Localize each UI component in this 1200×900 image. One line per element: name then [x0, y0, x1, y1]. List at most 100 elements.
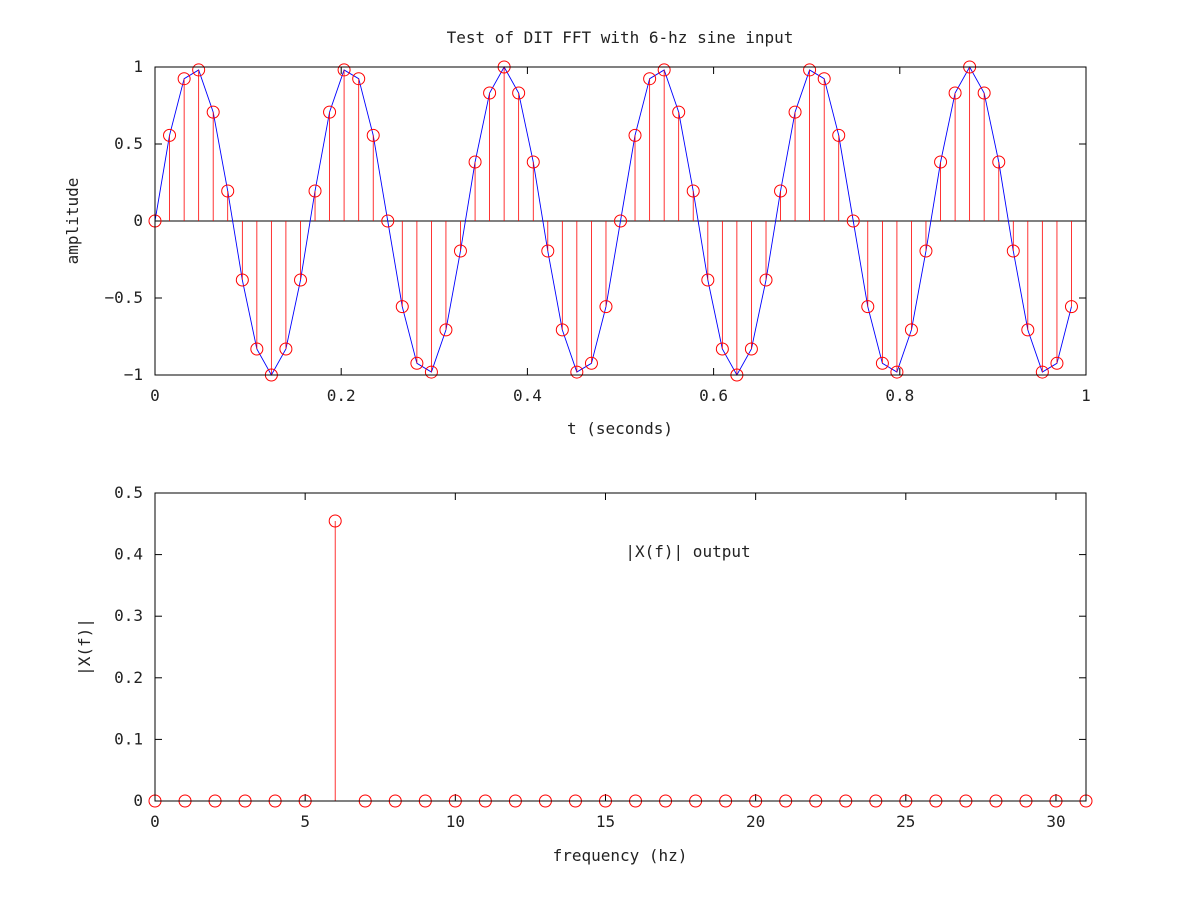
frequency-domain-chart: |X(f)| frequency (hz) |X(f)| output 0 0.1… — [75, 483, 1093, 865]
data-point — [177, 72, 191, 86]
y-tick-label: 0.3 — [114, 606, 143, 625]
data-point — [453, 244, 467, 258]
data-point — [323, 105, 337, 119]
x-tick-label: 1 — [1081, 386, 1091, 405]
time-domain-chart: Test of DIT FFT with 6-hz sine input amp… — [63, 28, 1091, 438]
data-point — [483, 86, 497, 100]
data-point — [875, 356, 889, 370]
data-point — [541, 244, 555, 258]
data-point — [1064, 300, 1078, 314]
data-point — [512, 86, 526, 100]
chart-annotation: |X(f)| output — [625, 542, 750, 561]
data-point — [468, 155, 482, 169]
x-tick-label: 20 — [746, 812, 765, 831]
x-tick-label: 5 — [300, 812, 310, 831]
data-point — [701, 273, 715, 287]
data-point — [774, 184, 788, 198]
data-point — [250, 342, 264, 356]
data-point — [1006, 244, 1020, 258]
data-point — [308, 184, 322, 198]
x-tick-label: 10 — [446, 812, 465, 831]
data-point — [570, 365, 584, 379]
chart-title: Test of DIT FFT with 6-hz sine input — [447, 28, 794, 47]
x-tick-label: 0.4 — [513, 386, 542, 405]
data-point — [1021, 323, 1035, 337]
data-point — [948, 86, 962, 100]
y-tick-label: 0 — [133, 791, 143, 810]
data-point — [279, 342, 293, 356]
x-axis-label: t (seconds) — [567, 419, 673, 438]
data-point — [614, 214, 627, 228]
data-point — [977, 86, 991, 100]
y-tick-label: 0.4 — [114, 545, 143, 564]
y-tick-label: 0.5 — [114, 134, 143, 153]
data-point — [744, 342, 758, 356]
data-point — [934, 155, 948, 169]
data-point — [890, 365, 904, 379]
data-point — [672, 105, 686, 119]
frequency-domain-plot-area: 0 0.1 0.2 0.3 0.4 0.5 0 5 10 15 20 25 30 — [114, 483, 1093, 831]
data-point — [686, 184, 700, 198]
data-point — [657, 63, 671, 77]
data-point — [1050, 356, 1064, 370]
y-tick-label: 0.5 — [114, 483, 143, 502]
data-point — [192, 63, 206, 77]
y-axis-label: |X(f)| — [75, 618, 94, 676]
data-point — [1035, 365, 1049, 379]
data-point — [992, 155, 1006, 169]
data-point — [715, 342, 729, 356]
axis-ticks: 0 0.1 0.2 0.3 0.4 0.5 0 5 10 15 20 25 30 — [114, 483, 1086, 831]
data-point — [803, 63, 817, 77]
data-point — [788, 105, 802, 119]
data-point — [294, 273, 308, 287]
data-point — [235, 273, 249, 287]
time-domain-plot-area: −1 −0.5 0 0.5 1 0 0.2 0.4 0.6 0.8 1 — [104, 57, 1090, 405]
data-point — [221, 184, 235, 198]
data-point — [759, 273, 773, 287]
axes-frame — [154, 66, 1087, 376]
x-tick-label: 0.6 — [699, 386, 728, 405]
data-point — [337, 63, 351, 77]
y-tick-label: −0.5 — [104, 288, 143, 307]
y-tick-label: 0.2 — [114, 668, 143, 687]
data-point — [395, 300, 409, 314]
data-point — [643, 72, 657, 86]
x-tick-label: 15 — [596, 812, 615, 831]
axes-frame — [154, 492, 1087, 802]
y-tick-label: 1 — [133, 57, 143, 76]
y-tick-label: −1 — [124, 365, 143, 384]
data-point — [584, 356, 598, 370]
data-point — [904, 323, 918, 337]
data-point — [410, 356, 424, 370]
data-point — [163, 128, 177, 142]
data-point — [861, 300, 875, 314]
x-tick-label: 0 — [150, 812, 160, 831]
data-point — [599, 300, 613, 314]
y-tick-label: 0 — [133, 211, 143, 230]
y-tick-label: 0.1 — [114, 729, 143, 748]
data-point — [439, 323, 453, 337]
data-point — [832, 128, 846, 142]
data-point — [381, 214, 395, 228]
data-point — [817, 72, 831, 86]
data-point — [555, 323, 569, 337]
data-point — [206, 105, 220, 119]
x-tick-label: 30 — [1046, 812, 1065, 831]
data-point — [526, 155, 540, 169]
data-point — [424, 365, 438, 379]
x-tick-label: 0.2 — [327, 386, 356, 405]
x-tick-label: 0 — [150, 386, 160, 405]
data-point — [328, 514, 342, 528]
data-point — [846, 214, 860, 228]
data-point — [366, 128, 380, 142]
y-axis-label: amplitude — [63, 178, 82, 265]
data-point — [628, 128, 642, 142]
x-axis-label: frequency (hz) — [553, 846, 688, 865]
series-line — [154, 66, 1072, 376]
x-tick-label: 0.8 — [885, 386, 914, 405]
data-point — [919, 244, 933, 258]
x-tick-label: 25 — [896, 812, 915, 831]
data-point — [352, 72, 366, 86]
